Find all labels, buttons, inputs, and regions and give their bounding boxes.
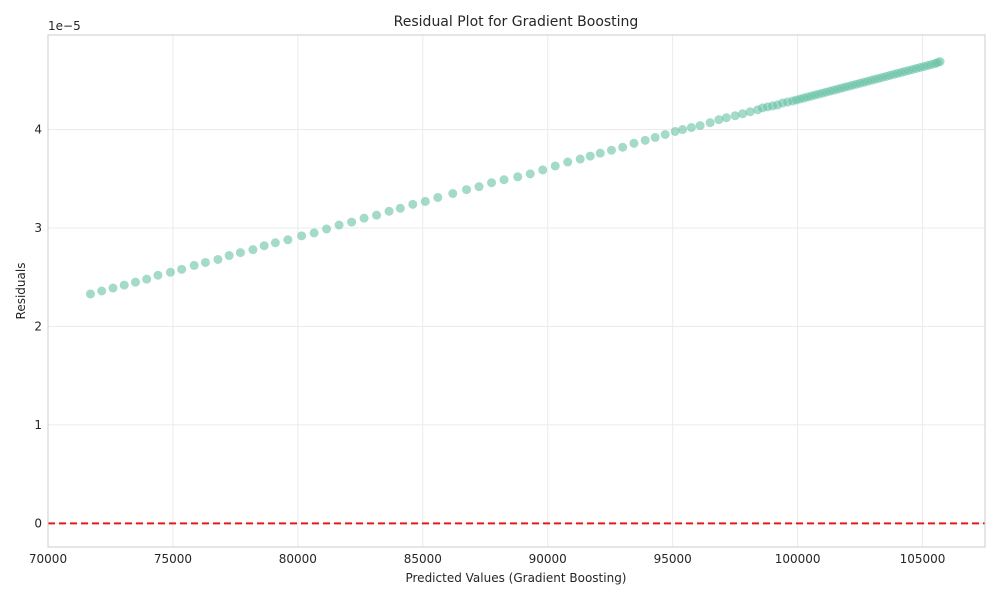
y-tick-label: 2	[34, 319, 42, 333]
scatter-point	[213, 254, 223, 264]
scatter-point	[745, 107, 755, 117]
scatter-point	[575, 154, 585, 164]
scatter-point	[721, 113, 731, 123]
scatter-point	[730, 111, 740, 121]
scatter-point	[384, 206, 394, 216]
scatter-point	[487, 178, 497, 188]
scatter-point	[714, 115, 724, 125]
scatter-point	[142, 274, 152, 284]
y-tick-label: 3	[34, 221, 42, 235]
scatter-point	[165, 267, 175, 277]
scatter-point	[248, 245, 258, 255]
scatter-point	[200, 257, 210, 267]
scatter-point	[283, 235, 293, 245]
scatter-points	[85, 57, 945, 299]
x-tick-label: 90000	[529, 552, 567, 566]
scatter-point	[738, 109, 748, 119]
x-tick-label: 85000	[404, 552, 442, 566]
scatter-point	[499, 175, 509, 185]
scatter-point	[585, 151, 595, 161]
scatter-point	[705, 118, 715, 128]
scatter-point	[270, 238, 280, 248]
scatter-point	[670, 126, 680, 136]
scatter-point	[550, 161, 560, 171]
scatter-point	[935, 57, 945, 67]
y-tick-label: 4	[34, 123, 42, 137]
x-axis-label: Predicted Values (Gradient Boosting)	[405, 571, 626, 585]
scatter-point	[322, 224, 332, 234]
scatter-point	[408, 199, 418, 209]
scatter-point	[309, 228, 319, 238]
scatter-point	[85, 289, 95, 299]
scatter-point	[224, 251, 234, 261]
scatter-point	[177, 264, 187, 274]
scatter-point	[606, 145, 616, 155]
scatter-point	[686, 123, 696, 133]
scatter-point	[395, 203, 405, 213]
scatter-point	[153, 270, 163, 280]
x-tick-labels: 70000 75000 80000 85000 90000 95000 100000 1050…	[29, 552, 946, 566]
scatter-point	[525, 169, 535, 179]
scatter-point	[97, 286, 107, 296]
scatter-point	[595, 148, 605, 158]
scatter-point	[640, 135, 650, 145]
chart-title: Residual Plot for Gradient Boosting	[394, 14, 639, 30]
scatter-point	[130, 277, 140, 287]
scatter-point	[297, 231, 307, 241]
scatter-point	[513, 172, 523, 182]
scatter-point	[474, 182, 484, 192]
y-tick-labels: 0 1 2 3 4	[34, 123, 42, 531]
scatter-point	[189, 260, 199, 270]
x-tick-label: 105000	[900, 552, 946, 566]
y-tick-label: 1	[34, 418, 42, 432]
scatter-point	[448, 189, 458, 199]
x-tick-label: 95000	[654, 552, 692, 566]
scatter-point	[119, 280, 129, 290]
scatter-point	[235, 248, 245, 258]
y-axis-label: Residuals	[14, 263, 28, 320]
scatter-point	[660, 129, 670, 139]
scatter-point	[538, 165, 548, 175]
scatter-point	[650, 132, 660, 142]
scatter-point	[618, 142, 628, 152]
scatter-point	[334, 220, 344, 230]
scatter-point	[420, 196, 430, 206]
scatter-point	[629, 138, 639, 148]
x-tick-label: 75000	[154, 552, 192, 566]
scatter-point	[678, 125, 688, 135]
scatter-point	[108, 283, 118, 293]
scatter-point	[372, 210, 382, 220]
x-tick-label: 100000	[775, 552, 821, 566]
scatter-point	[347, 217, 357, 227]
plot-frame	[47, 34, 986, 548]
scatter-point	[359, 213, 369, 223]
y-tick-label: 0	[34, 516, 42, 530]
x-tick-label: 80000	[279, 552, 317, 566]
plot-area	[48, 35, 985, 547]
scatter-point	[695, 121, 705, 131]
scatter-point	[259, 241, 269, 251]
x-tick-label: 70000	[29, 552, 67, 566]
scatter-point	[433, 192, 443, 202]
scatter-point	[462, 185, 472, 195]
y-offset-label: 1e−5	[48, 19, 81, 33]
scatter-point	[563, 157, 573, 167]
